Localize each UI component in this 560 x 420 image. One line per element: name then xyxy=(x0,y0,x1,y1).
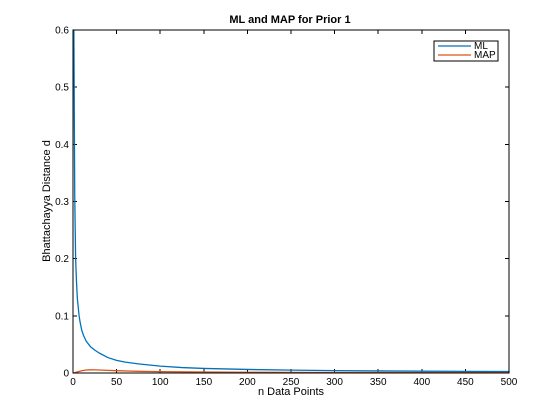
y-tick-label-0.5: 0.5 xyxy=(55,83,69,94)
y-tick-label-0: 0 xyxy=(63,369,69,380)
x-axis-title: n Data Points xyxy=(258,386,325,398)
x-tick-label-200: 200 xyxy=(239,377,256,388)
y-tick-label-0.3: 0.3 xyxy=(55,197,69,208)
series-line-ml xyxy=(73,29,510,373)
x-tick-label-300: 300 xyxy=(326,377,343,388)
plot-area: 0 50 100 150 200 250 300 350 400 450 500 0 0.1 0.2 0.3… xyxy=(55,26,518,389)
x-tick-label-450: 450 xyxy=(457,377,474,388)
y-tick-label-0.2: 0.2 xyxy=(55,254,69,265)
y-tick-label-0.6: 0.6 xyxy=(55,26,69,37)
legend-map-label: MAP xyxy=(474,50,496,61)
x-tick-label-250: 250 xyxy=(283,377,300,388)
y-tick-label-0.1: 0.1 xyxy=(55,311,69,322)
legend-ml-label: ML xyxy=(474,41,488,52)
series-line-map xyxy=(73,369,510,374)
y-tick-label-0.4: 0.4 xyxy=(55,140,69,151)
x-tick-label-150: 150 xyxy=(195,377,212,388)
y-axis-title: Bhattachayya Distance d xyxy=(41,140,53,262)
x-tick-label-0: 0 xyxy=(70,377,76,388)
x-tick-label-350: 350 xyxy=(370,377,387,388)
x-tick-label-50: 50 xyxy=(111,377,123,388)
axes-frame xyxy=(72,29,510,374)
x-tick-label-500: 500 xyxy=(501,377,518,388)
x-tick-label-100: 100 xyxy=(152,377,169,388)
chart-title: ML and MAP for Prior 1 xyxy=(229,14,350,26)
legend: ML MAP xyxy=(433,40,499,62)
x-tick-label-400: 400 xyxy=(413,377,430,388)
